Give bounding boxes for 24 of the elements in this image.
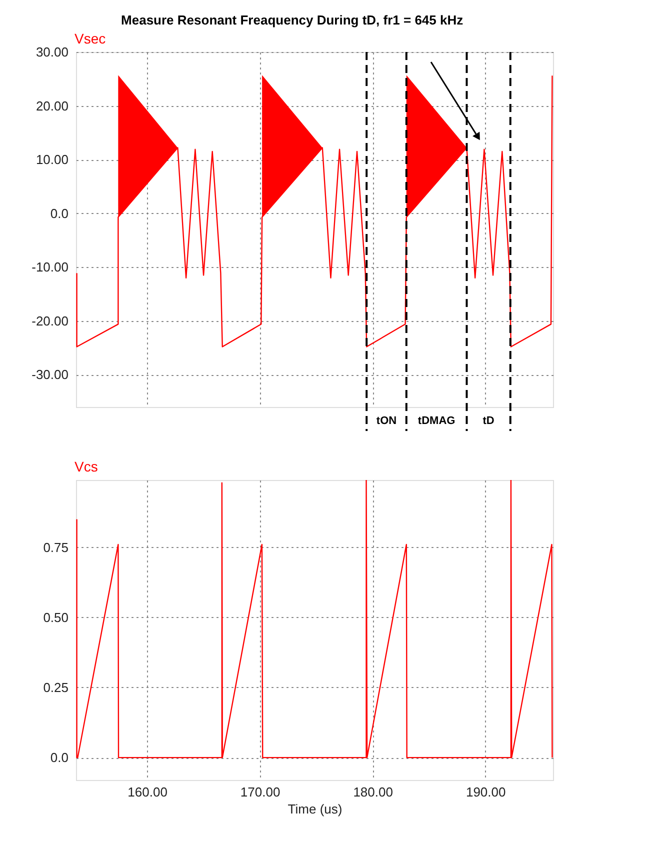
x-tick-label: 180.00 [353,784,393,800]
text: tD [482,415,494,427]
line-series [76,480,553,758]
x-axis-title: Time (us) [288,802,342,816]
y-tick-label: 0.0 [50,750,68,766]
x-tick-label: 170.00 [240,784,280,800]
text: tON [376,415,397,427]
y-tick-label: 20.00 [36,98,68,114]
y-tick-label: 0.25 [43,680,68,695]
text: tDMAG [418,415,456,427]
y-tick-label: 10.00 [36,152,68,168]
y-tick-label: -10.00 [32,260,68,275]
line-series [76,75,553,348]
y-axis-title: Vsec [74,30,106,46]
y-tick-label: 0.75 [43,540,68,555]
y-tick-label: -30.00 [32,367,68,382]
y-tick-label: -20.00 [32,313,68,328]
y-tick-label: 0.50 [43,610,68,625]
y-tick-label: 0.0 [50,206,68,221]
y-tick-label: 30.00 [36,44,68,60]
x-tick-label: 160.00 [128,784,168,800]
x-tick-label: 190.00 [466,784,506,800]
chart-title: Measure Resonant Freaquency During tD, fr1 = 645 kHz [121,12,464,28]
y-axis-title: Vcs [74,458,98,474]
